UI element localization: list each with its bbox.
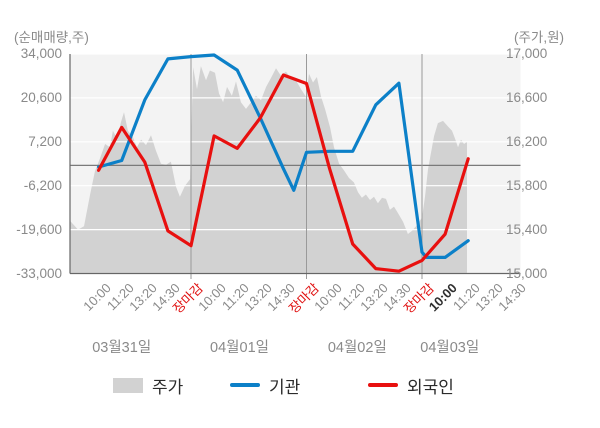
price-area-swatch-icon [113, 377, 143, 393]
left-axis-tick-label: -33,000 [16, 265, 62, 281]
legend-item-foreigners: 외국인 [368, 372, 454, 398]
legend-item-price: 주가 [113, 372, 183, 398]
date-label: 04월01일 [210, 340, 269, 356]
right-axis-tick-label: 17,000 [506, 46, 548, 61]
institutions-line-swatch-icon [230, 383, 260, 387]
date-label: 03월31일 [92, 340, 152, 356]
left-axis-tick-label: 20,600 [20, 89, 62, 105]
foreigners-line-series [96, 73, 470, 273]
legend-item-institutions: 기관 [230, 372, 300, 398]
left-axis-tick-label: -6,200 [23, 177, 62, 193]
right-axis-tick-label: 15,800 [506, 177, 548, 193]
left-axis-tick-label: 7,200 [28, 133, 62, 149]
right-axis-tick-label: 15,000 [506, 265, 548, 281]
legend-label-institutions: 기관 [269, 377, 301, 397]
price-area-series [70, 66, 467, 274]
right-axis-tick-label: 16,600 [506, 89, 548, 105]
right-axis-tick-label: 16,200 [506, 133, 548, 149]
left-axis-tick-label: -19,600 [16, 221, 62, 237]
foreigners-line-swatch-icon [368, 383, 398, 387]
date-label: 04월03일 [420, 340, 480, 356]
legend-label-price: 주가 [152, 377, 184, 397]
institutions-line-series [96, 53, 470, 259]
right-axis-tick-label: 15,400 [506, 221, 548, 237]
left-axis-unit-label: (순매매량,주) [14, 30, 89, 45]
date-label: 04월02일 [327, 340, 387, 356]
right-axis-unit-label: (주가,원) [513, 30, 564, 45]
legend-label-foreigners: 외국인 [407, 377, 454, 397]
legend: 주가 기관 외국인 [0, 372, 600, 398]
left-axis-tick-label: 34,000 [20, 46, 62, 61]
